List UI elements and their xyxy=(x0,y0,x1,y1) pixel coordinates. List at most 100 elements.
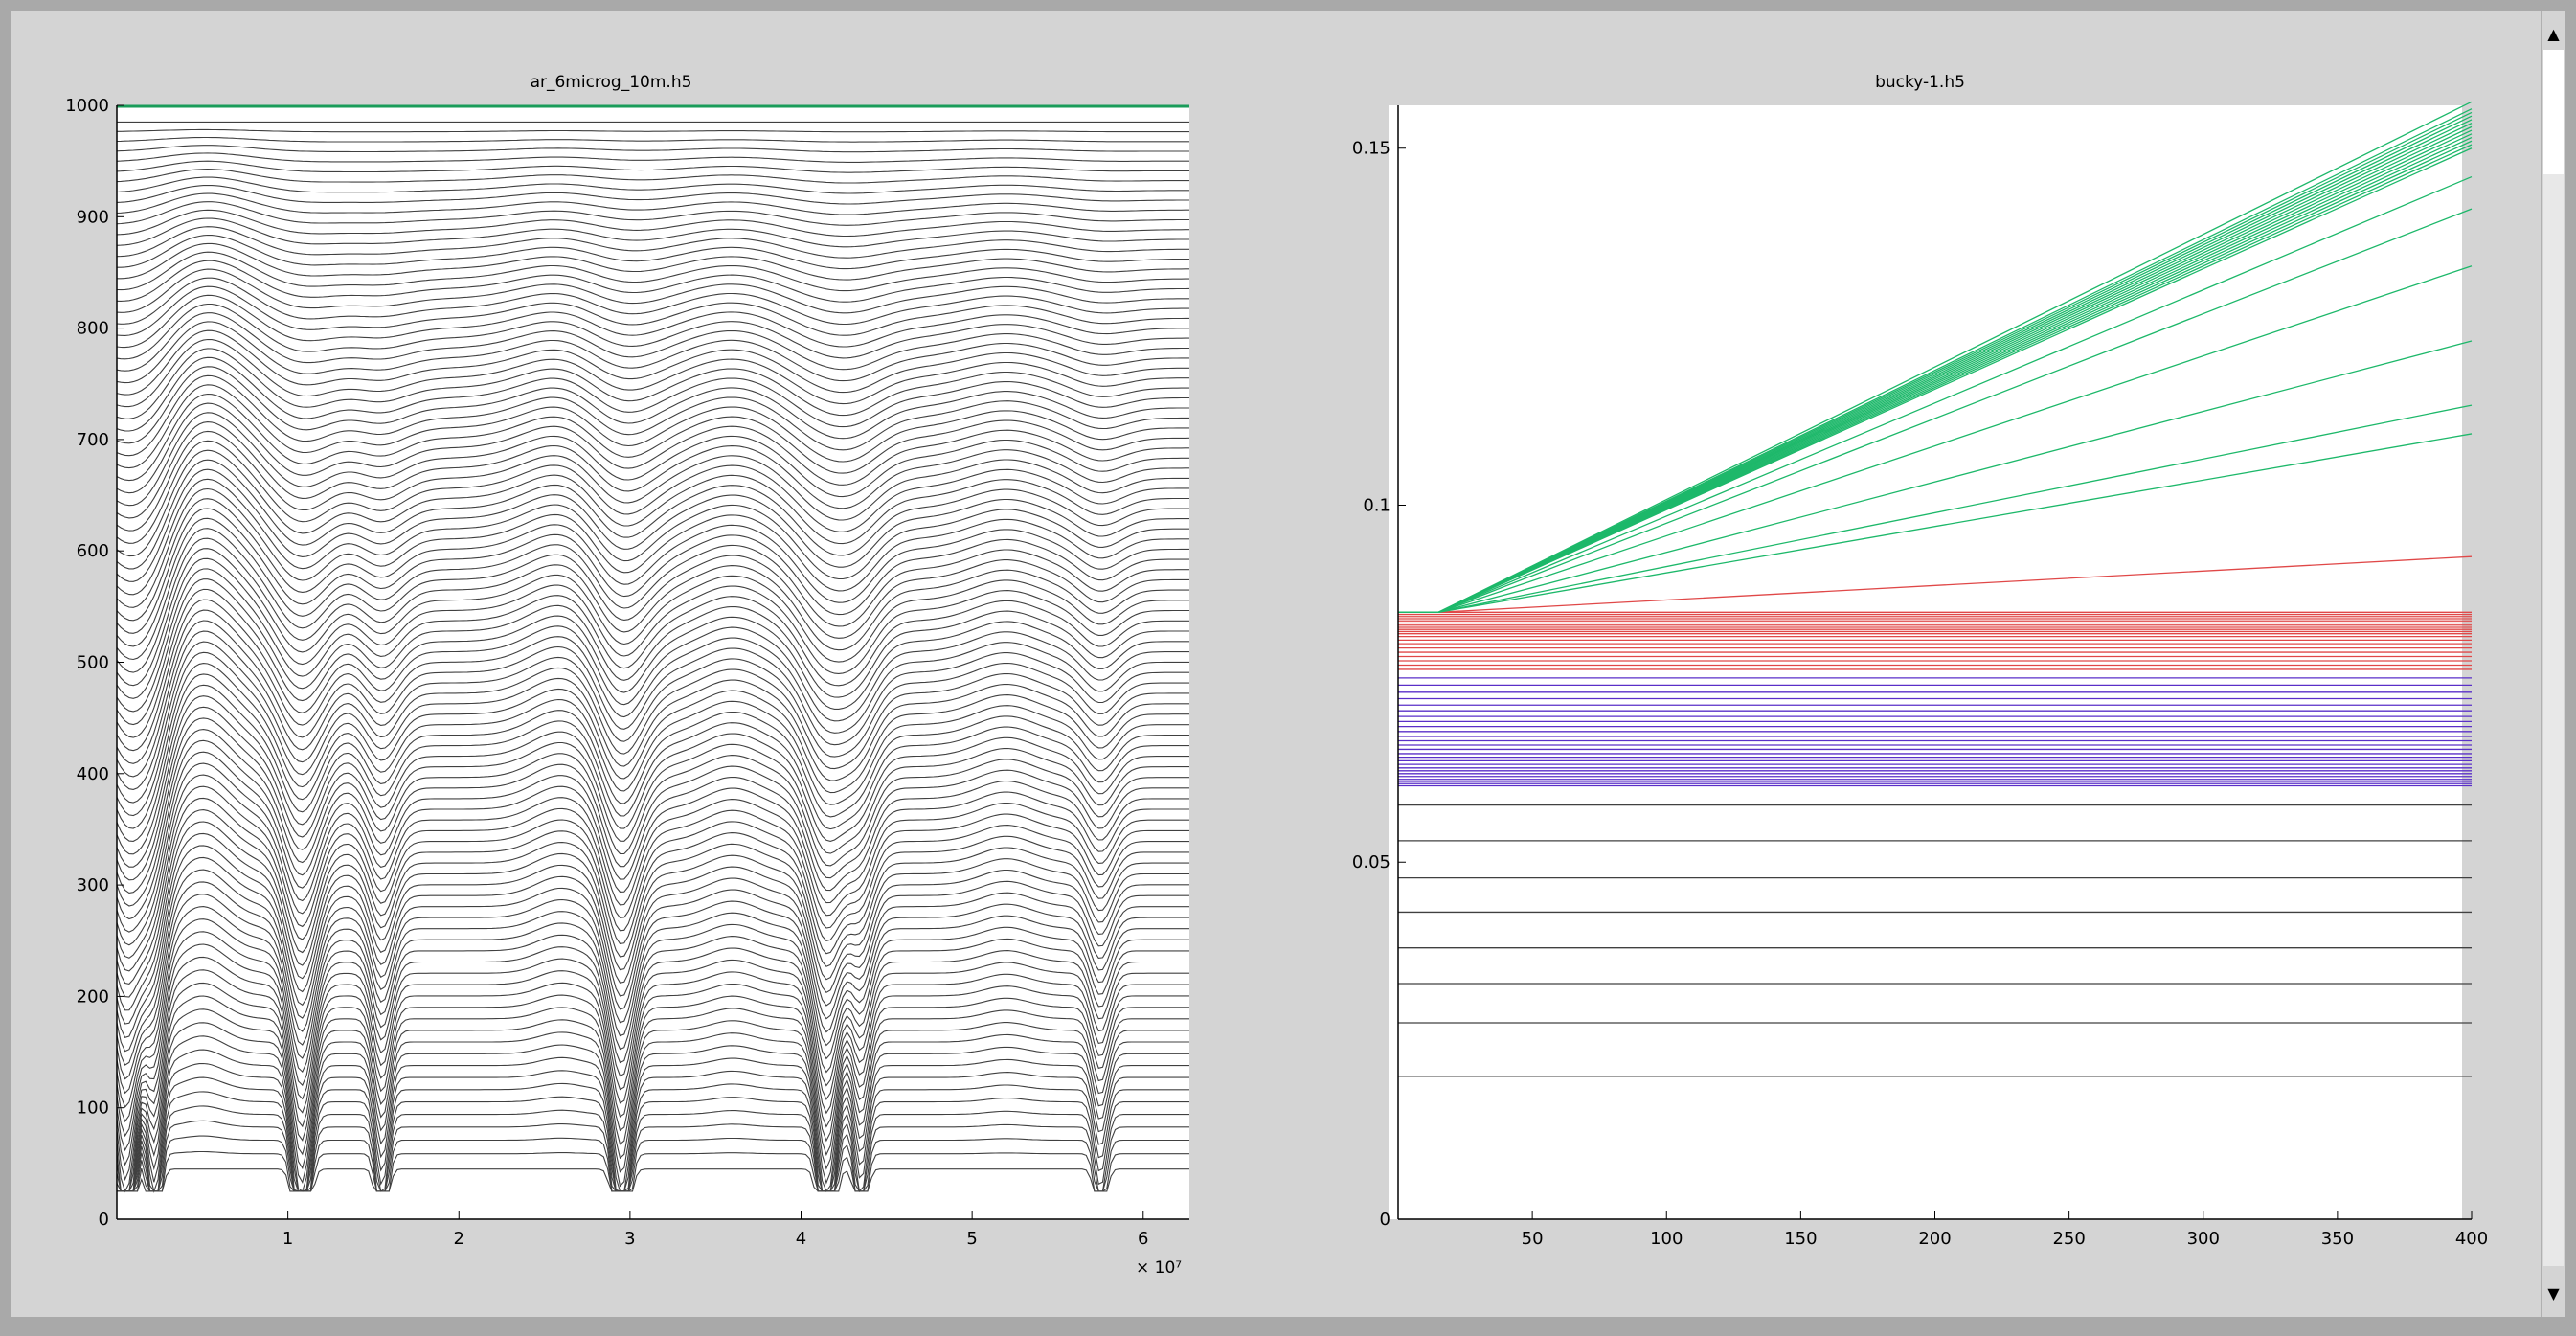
series-line xyxy=(116,943,1189,1152)
axes: 0 100 200 300 400 500 600 700 800 900 1000 1 2 3 4 5 6 xyxy=(65,96,1189,1249)
triangle-down-icon[interactable]: ▼ xyxy=(2547,1284,2560,1302)
series-line xyxy=(116,440,1189,544)
series-line xyxy=(116,169,1189,184)
x-tick-label: 6 xyxy=(1138,1229,1148,1249)
series-line xyxy=(117,128,1189,133)
series-line xyxy=(116,785,1189,972)
vertical-scrollbar[interactable]: ▲ ▼ xyxy=(2541,11,2565,1317)
series-line xyxy=(116,832,1189,1025)
series-line xyxy=(116,869,1189,1066)
chart-bucky: bucky-1.h5 0 0.05 0.1 0.15 50 100 150 200 250 300… xyxy=(1352,73,2488,1249)
series-line xyxy=(116,548,1189,687)
series-line xyxy=(116,906,1189,1109)
series-line-green xyxy=(1398,433,2473,613)
y-tick-label: 0.15 xyxy=(1352,139,1390,159)
series-line xyxy=(116,1022,1189,1192)
x-tick-label: 250 xyxy=(2052,1229,2085,1249)
series-line xyxy=(116,1035,1189,1193)
y-tick-label: 0.1 xyxy=(1363,495,1390,515)
series-line xyxy=(116,673,1189,842)
series-line xyxy=(116,609,1189,764)
y-tick-label: 1000 xyxy=(65,96,109,116)
y-tick-label: 700 xyxy=(77,430,109,450)
series-line xyxy=(116,695,1189,868)
series-line xyxy=(116,312,1189,372)
series-line xyxy=(116,717,1189,894)
y-tick-label: 600 xyxy=(77,541,109,561)
series-line xyxy=(116,192,1189,215)
series-line xyxy=(116,706,1189,881)
series-line xyxy=(116,498,1189,622)
x-tick-label: 150 xyxy=(1784,1229,1817,1249)
series-line xyxy=(116,277,1189,326)
series-line xyxy=(116,303,1189,360)
series-line xyxy=(116,641,1189,804)
series-line xyxy=(116,201,1189,226)
series-line xyxy=(116,774,1189,959)
series-line xyxy=(116,468,1189,582)
series-line xyxy=(116,152,1189,163)
series-line xyxy=(116,321,1189,384)
series-line xyxy=(117,242,1189,281)
series-group xyxy=(116,104,1190,1193)
x-tick-label: 100 xyxy=(1650,1229,1683,1249)
series-line xyxy=(116,260,1190,303)
series-line xyxy=(116,348,1189,419)
series-line xyxy=(116,374,1189,457)
series-line xyxy=(116,931,1189,1138)
series-line xyxy=(116,1008,1189,1192)
series-group xyxy=(1398,101,2473,1077)
series-line xyxy=(116,184,1189,205)
series-line xyxy=(116,356,1189,432)
x-tick-label: 2 xyxy=(454,1229,464,1249)
series-line xyxy=(116,729,1189,907)
y-tick-label: 500 xyxy=(77,653,109,673)
series-line xyxy=(116,176,1189,194)
series-line xyxy=(117,1076,1189,1192)
figure-window: ar_6microg_10m.h5 0 100 200 300 400 500 600 700… xyxy=(11,11,2541,1317)
y-tick-label: 0 xyxy=(99,1210,109,1230)
series-line xyxy=(116,384,1189,469)
series-line xyxy=(116,294,1189,349)
x-tick-label: 4 xyxy=(796,1229,806,1249)
x-tick-label: 400 xyxy=(2455,1229,2488,1249)
series-line xyxy=(116,226,1189,259)
series-line xyxy=(116,412,1189,507)
series-line xyxy=(116,918,1189,1123)
y-tick-label: 900 xyxy=(77,207,109,227)
triangle-up-icon[interactable]: ▲ xyxy=(2547,25,2560,43)
series-line xyxy=(116,487,1189,608)
plot-area xyxy=(1389,105,2462,1219)
series-line xyxy=(116,136,1189,143)
series-line xyxy=(116,620,1189,778)
series-line xyxy=(116,821,1189,1011)
series-line xyxy=(116,568,1189,713)
series-line xyxy=(116,651,1189,817)
series-line xyxy=(116,449,1189,557)
axes: 0 0.05 0.1 0.15 50 100 150 200 250 300 350 400 xyxy=(1352,105,2488,1249)
series-line xyxy=(116,762,1189,946)
series-line xyxy=(117,234,1190,270)
series-line xyxy=(116,956,1189,1166)
y-tick-label: 100 xyxy=(77,1098,109,1119)
x-tick-label: 350 xyxy=(2321,1229,2354,1249)
series-line xyxy=(116,663,1189,829)
scroll-thumb[interactable] xyxy=(2543,50,2564,176)
scroll-track[interactable] xyxy=(2543,174,2564,1266)
series-line xyxy=(116,478,1189,596)
x-tick-label: 300 xyxy=(2187,1229,2220,1249)
series-line xyxy=(116,845,1189,1038)
series-line xyxy=(116,268,1189,314)
series-line xyxy=(116,797,1189,985)
series-line xyxy=(116,881,1189,1080)
series-line xyxy=(117,1091,1189,1193)
series-line xyxy=(116,599,1189,752)
x-exponent-label: × 10⁷ xyxy=(1136,1258,1182,1278)
series-line xyxy=(116,209,1189,238)
series-line xyxy=(116,588,1189,738)
x-tick-label: 3 xyxy=(624,1229,635,1249)
series-line xyxy=(116,684,1189,855)
y-tick-label: 0 xyxy=(1380,1210,1390,1230)
series-line xyxy=(116,430,1189,532)
series-line xyxy=(116,402,1189,494)
